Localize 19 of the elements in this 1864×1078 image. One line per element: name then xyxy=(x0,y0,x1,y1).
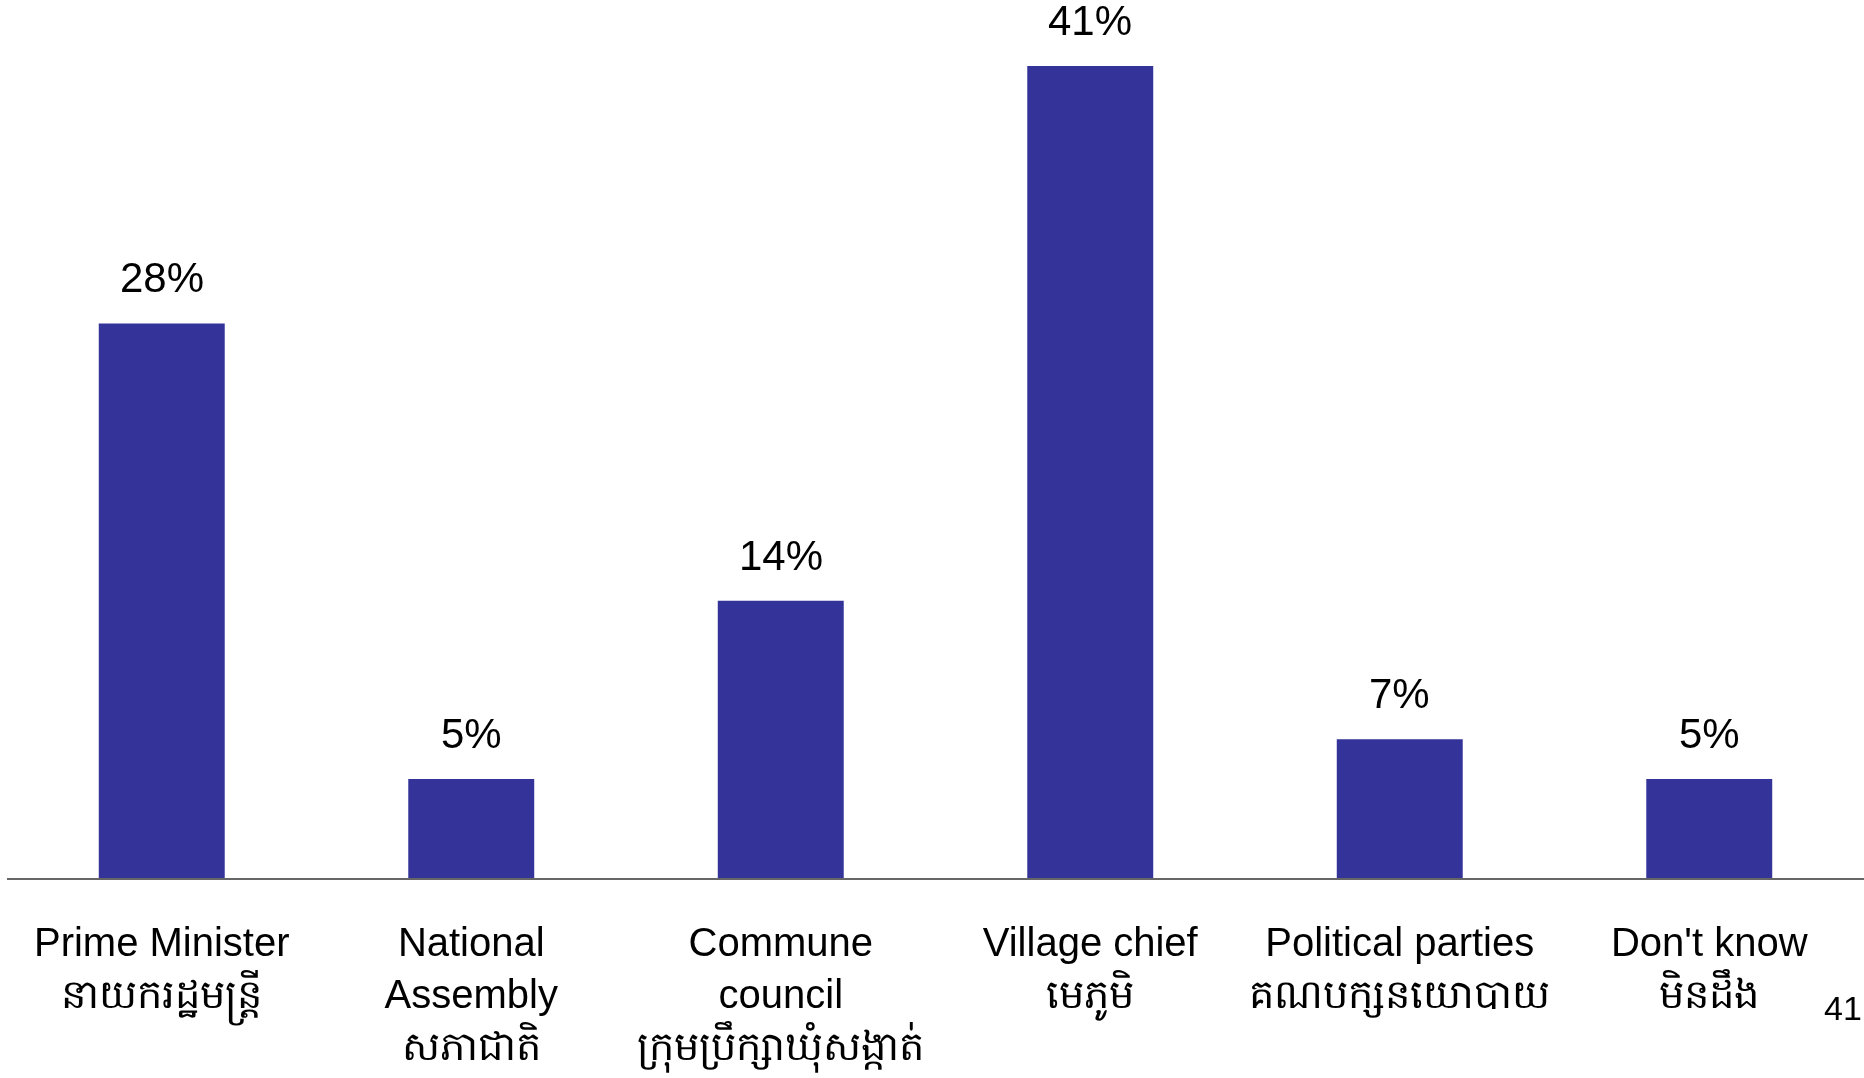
bar xyxy=(408,778,535,878)
x-tick-label: Prime Minister នាយករដ្ឋមន្ត្រី xyxy=(33,919,290,1026)
bar xyxy=(98,323,225,878)
x-tick-label: Village chief មេភូមិ xyxy=(982,919,1199,1021)
x-tick-label: Don't know មិនដឹង xyxy=(1610,919,1808,1016)
bar xyxy=(1027,66,1154,878)
data-label: 28% xyxy=(120,254,205,301)
data-label: 41% xyxy=(1048,0,1133,44)
x-tick-label: National Assembly សភាជាតិ xyxy=(384,919,558,1068)
x-tick-label: Commune council ក្រុមប្រឹក្សាឃុំសង្កាត់ xyxy=(637,919,925,1073)
bar xyxy=(1646,778,1773,878)
data-label: 5% xyxy=(1679,710,1740,757)
bar xyxy=(1336,739,1463,878)
data-label: 5% xyxy=(441,710,502,757)
bar xyxy=(717,600,844,878)
data-label: 14% xyxy=(739,532,824,579)
text: 41 xyxy=(1824,989,1862,1027)
data-label: 7% xyxy=(1369,670,1430,717)
x-tick-label: Political parties គណបក្សនយោបាយ xyxy=(1249,919,1551,1018)
